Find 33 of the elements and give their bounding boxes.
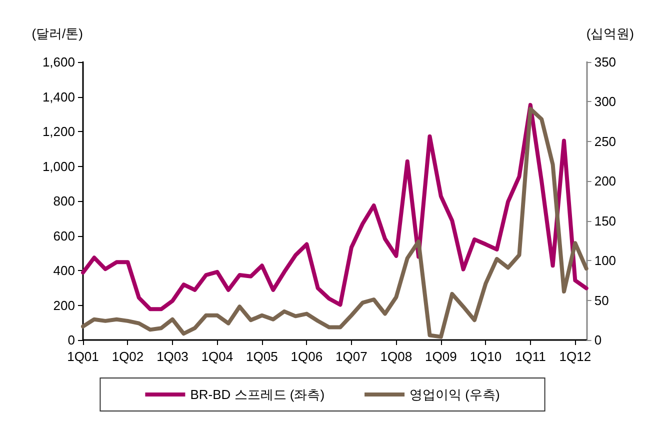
y2-axis-title: (십억원) — [586, 26, 634, 41]
x-tick-label: 1Q07 — [336, 349, 368, 364]
y2-tick-label: 150 — [594, 213, 616, 228]
y-tick-label: 1,000 — [42, 158, 75, 174]
x-tick-label: 1Q09 — [425, 349, 457, 364]
legend-label: BR-BD 스프레드 (좌측) — [190, 387, 325, 402]
x-tick-label: 1Q05 — [246, 349, 278, 364]
x-tick-label: 1Q03 — [156, 349, 188, 364]
x-tick-label: 1Q11 — [514, 349, 546, 364]
x-tick-label: 1Q06 — [290, 349, 323, 364]
x-tick-label: 1Q10 — [470, 349, 502, 364]
y2-tick-label: 200 — [594, 174, 616, 189]
y2-tick-label: 250 — [594, 134, 616, 149]
y2-tick-label: 300 — [594, 94, 616, 110]
y-tick-label: 600 — [53, 228, 75, 244]
y-tick-label: 800 — [53, 194, 75, 208]
y-tick-label: 1,400 — [42, 89, 75, 104]
y-tick-label: 400 — [53, 263, 75, 278]
y-tick-label: 1,200 — [42, 124, 75, 139]
y-tick-label: 200 — [53, 298, 75, 313]
y2-tick-label: 100 — [594, 253, 616, 268]
y-axis-title: (달러/톤) — [32, 26, 83, 41]
x-tick-label: 1Q08 — [380, 349, 412, 364]
x-tick-label: 1Q02 — [112, 349, 144, 364]
x-tick-label: 1Q12 — [559, 349, 592, 364]
x-tick-label: 1Q01 — [67, 349, 99, 364]
x-tick-label: 1Q04 — [201, 349, 234, 364]
y2-tick-label: 350 — [594, 54, 616, 70]
y-tick-label: 0 — [68, 332, 75, 348]
legend-label: 영업이익 (우측) — [410, 387, 500, 402]
y2-tick-label: 50 — [594, 292, 609, 308]
y-tick-label: 1,600 — [42, 54, 75, 70]
y2-tick-label: 0 — [594, 332, 602, 348]
